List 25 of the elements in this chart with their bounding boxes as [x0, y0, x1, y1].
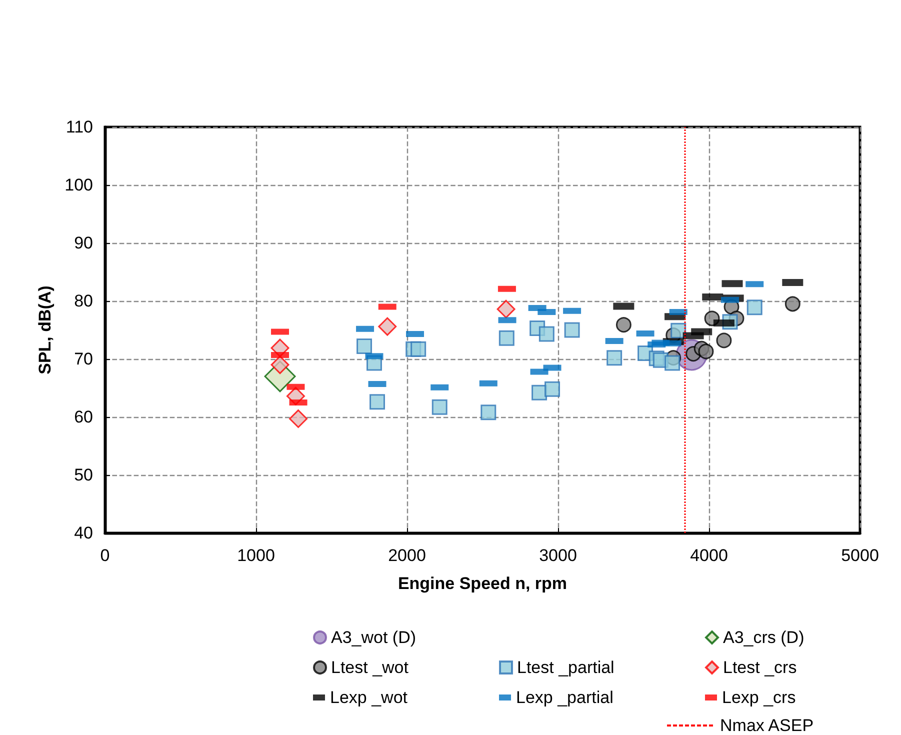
y-tick-label: 60 [74, 408, 93, 426]
legend-label: A3_crs (D) [723, 628, 804, 647]
legend-label: Lexp _crs [722, 688, 796, 707]
x-tick-label: 1000 [237, 546, 275, 565]
y-tick-label: 80 [74, 292, 93, 310]
legend-label: A3_wot (D) [331, 628, 416, 647]
x-tick-label: 0 [100, 546, 110, 565]
y-tick-label: 70 [74, 350, 93, 368]
y-tick-label: 110 [66, 118, 93, 136]
y-tick-label: 40 [74, 524, 93, 542]
y-tick-label: 50 [74, 466, 93, 484]
y-tick-label: 100 [64, 176, 93, 194]
y-axis-title: SPL, dB(A) [36, 286, 55, 374]
legend-label: Ltest _partial [517, 658, 614, 677]
x-tick-label: 3000 [539, 546, 577, 565]
legend-label: Nmax ASEP [720, 716, 814, 735]
x-axis-title: Engine Speed n, rpm [398, 574, 568, 593]
x-tick-label: 4000 [690, 546, 728, 565]
legend-label: Ltest _crs [723, 658, 797, 677]
y-tick-label: 90 [74, 234, 93, 252]
legend-label: Lexp _wot [330, 688, 408, 707]
legend-label: Lexp _partial [516, 688, 614, 707]
x-tick-label: 2000 [388, 546, 426, 565]
legend-label: Ltest _wot [331, 658, 409, 677]
x-tick-label: 5000 [841, 546, 879, 565]
